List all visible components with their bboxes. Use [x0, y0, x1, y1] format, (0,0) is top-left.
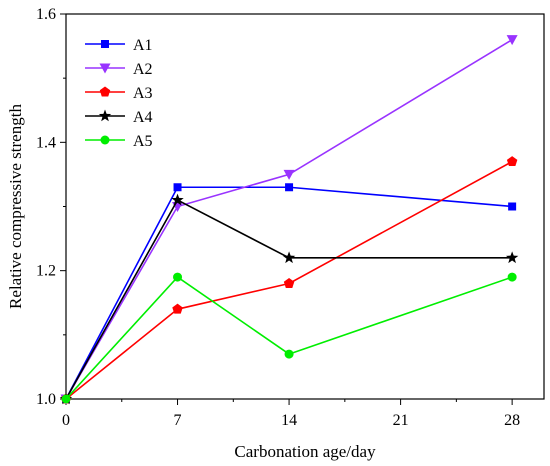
legend-label-a2: A2 [133, 61, 153, 78]
legend-item-a1: A1 [85, 37, 153, 54]
x-tick-label: 21 [393, 412, 409, 429]
x-tick-label: 14 [281, 412, 297, 429]
legend-marker-a4 [98, 109, 112, 122]
legend-item-a3: A3 [85, 85, 153, 102]
x-tick-label: 7 [174, 412, 182, 429]
x-axis-title: Carbonation age/day [234, 442, 376, 461]
series-a2-line [65, 38, 513, 400]
legend-marker-a5 [100, 135, 110, 145]
y-tick-label: 1.4 [36, 134, 56, 151]
legend-label-a1: A1 [133, 37, 153, 54]
series-a5 [61, 272, 517, 404]
series-a4-point [505, 251, 519, 264]
legend-label-a3: A3 [133, 85, 153, 102]
series-a4-point [171, 193, 184, 206]
series-a3-point [172, 303, 183, 314]
series-a1-point [173, 183, 182, 192]
x-tick-label: 0 [62, 412, 70, 429]
series-a1-point [508, 202, 517, 211]
y-tick-label: 1.6 [36, 6, 56, 23]
legend-item-a4: A4 [85, 109, 153, 126]
series-a5-point [61, 394, 71, 404]
legend-marker-a2 [99, 63, 111, 74]
series-a5-line [65, 276, 513, 400]
series-a2-point [506, 35, 518, 46]
series-a3-point [283, 278, 295, 288]
legend-item-a5: A5 [85, 133, 153, 150]
series-a5-point [507, 272, 517, 282]
series-a3-line [65, 160, 513, 400]
series-a3-point [506, 156, 518, 167]
legend-marker-a3 [99, 86, 111, 97]
y-tick-label: 1.0 [36, 391, 56, 408]
series-a1 [62, 183, 517, 403]
legend-label-a4: A4 [133, 109, 153, 126]
legend-label-a5: A5 [133, 133, 153, 150]
series-layer [59, 35, 519, 405]
axes: 0 7 14 21 28 1.0 1.2 1.4 1.6 [36, 6, 545, 429]
legend: A1 A2 A3 A4 A5 [85, 37, 153, 150]
series-a4-line [65, 199, 513, 400]
series-a2-point [283, 169, 295, 180]
series-a5-point [173, 272, 183, 282]
y-tick-label: 1.2 [36, 263, 56, 280]
series-a4-point [282, 251, 296, 264]
legend-marker-a1 [101, 40, 109, 48]
series-a1-point [285, 183, 294, 192]
series-a5-point [284, 349, 294, 359]
y-axis-title: Relative compressive strength [6, 104, 25, 309]
series-a1-line [65, 186, 513, 400]
legend-item-a2: A2 [85, 61, 153, 78]
x-tick-label: 28 [504, 412, 520, 429]
